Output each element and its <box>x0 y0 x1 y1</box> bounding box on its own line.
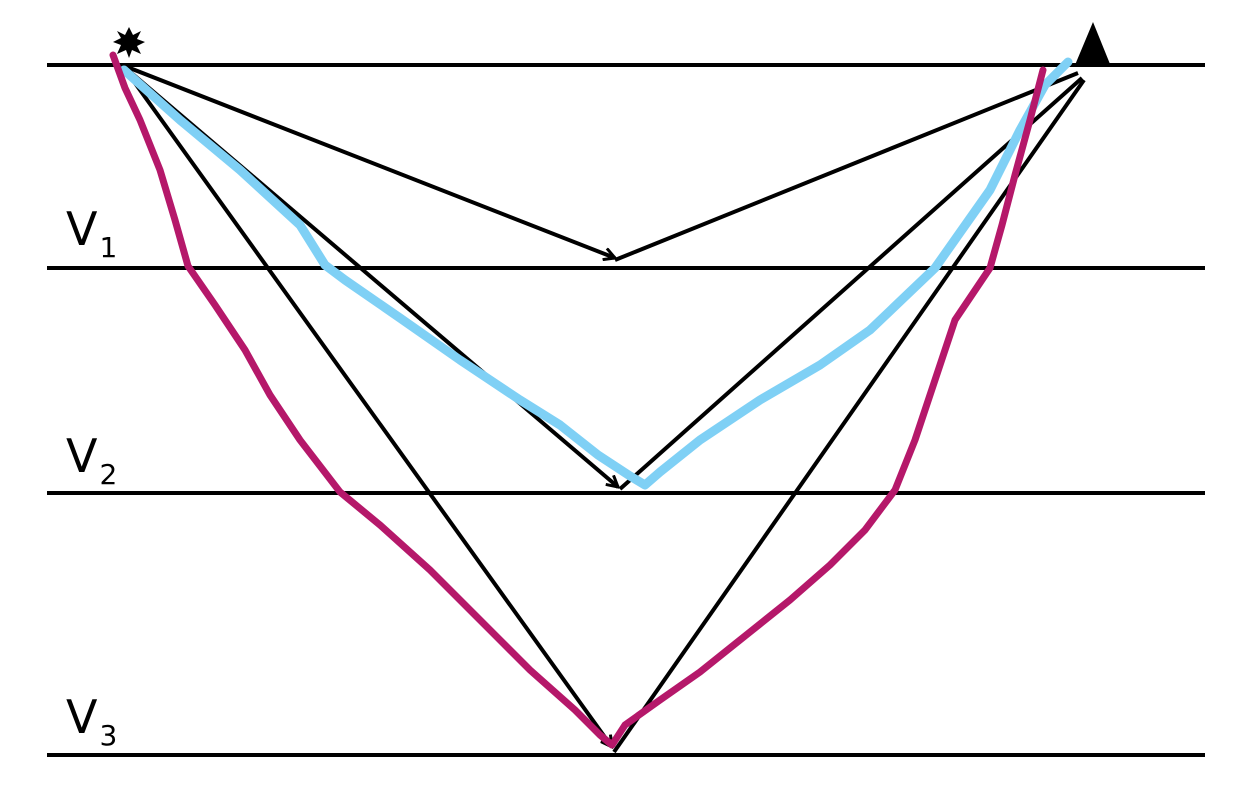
ray-up-layer-1 <box>614 71 1079 262</box>
blue-ray-path <box>119 57 1073 490</box>
ray-down-layer-1 <box>121 63 615 258</box>
layer-subscript-2: 2 <box>99 458 117 491</box>
magenta-ray-path <box>109 51 1047 749</box>
ray-down-layer-3 <box>120 63 612 747</box>
layer-label-2: V2 <box>66 429 117 491</box>
layer-subscript-3: 3 <box>99 719 117 752</box>
layer-label-1: V1 <box>66 202 117 264</box>
triangle-icon <box>1075 22 1110 65</box>
ray-up-layer-3 <box>612 78 1086 754</box>
star-burst-icon <box>113 27 145 58</box>
ray-up-layer-2 <box>618 76 1084 491</box>
layer-label-3: V3 <box>66 690 117 752</box>
layer-subscript-1: 1 <box>99 231 117 264</box>
